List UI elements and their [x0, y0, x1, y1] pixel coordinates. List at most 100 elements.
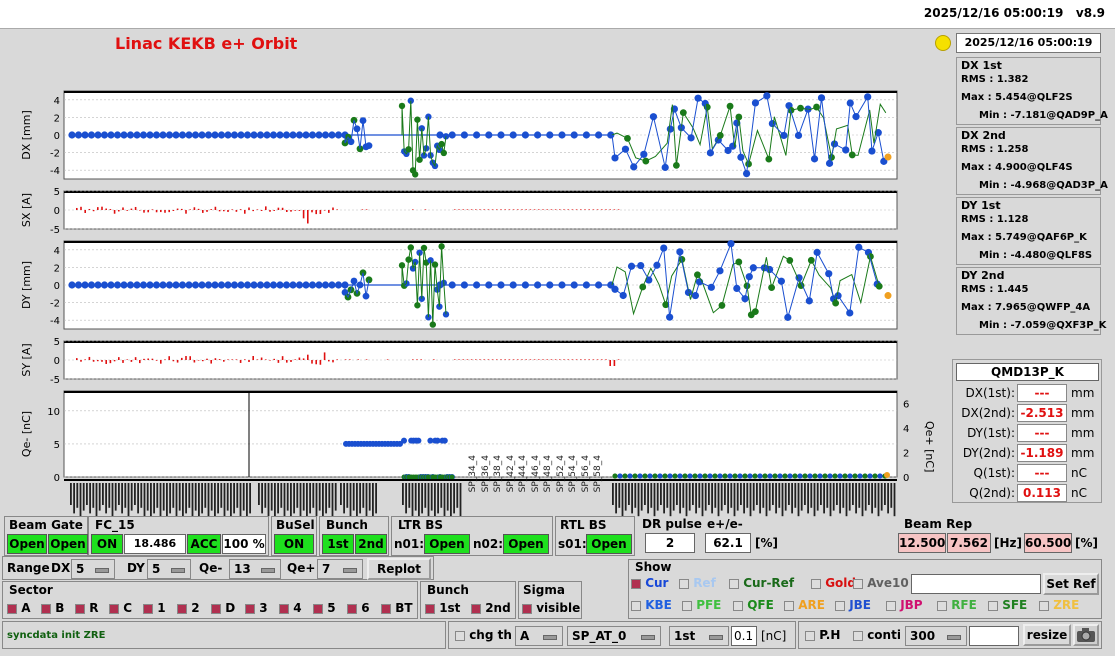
beam-gate-open-2[interactable]: Open	[48, 534, 88, 554]
show-check-gold[interactable]: Gold	[811, 576, 856, 590]
show-check-are[interactable]: ARE	[784, 598, 825, 612]
sector-checkbox[interactable]	[381, 603, 391, 614]
conti-checkbox[interactable]	[853, 630, 863, 641]
chg-th-check[interactable]: chg th	[455, 628, 512, 642]
sector-check-B[interactable]: B	[41, 601, 64, 615]
conti-check[interactable]: conti	[853, 628, 901, 642]
show-check-sfe[interactable]: SFE	[988, 598, 1027, 612]
sector-checkbox[interactable]	[347, 603, 357, 614]
show-checkbox[interactable]	[853, 578, 863, 589]
sigma-visible-check[interactable]: visible	[522, 601, 580, 615]
show-check-rfe[interactable]: RFE	[937, 598, 977, 612]
x-tick-mark	[836, 483, 838, 505]
show-checkbox[interactable]	[1039, 600, 1049, 611]
monitor-row-label: Q(1st):	[973, 466, 1015, 480]
show-checkbox[interactable]	[679, 578, 689, 589]
bunch-1st-checkbox[interactable]	[425, 603, 435, 614]
sector-checkbox[interactable]	[279, 603, 289, 614]
bunch-1st-check[interactable]: 1st	[425, 601, 460, 615]
sector-checkbox[interactable]	[109, 603, 119, 614]
show-check-pfe[interactable]: PFE	[682, 598, 721, 612]
x-tick-mark	[140, 483, 143, 508]
show-check-ref[interactable]: Ref	[679, 576, 716, 590]
sector-check-D[interactable]: D	[211, 601, 235, 615]
bunch-1st-button[interactable]: 1st	[322, 534, 354, 554]
sector-check-6[interactable]: 6	[347, 601, 370, 615]
show-checkbox[interactable]	[631, 600, 641, 611]
range-dy-select[interactable]: 5	[147, 559, 191, 579]
s01-open-button[interactable]: Open	[586, 534, 632, 554]
show-check-zre[interactable]: ZRE	[1039, 598, 1079, 612]
show-checkbox[interactable]	[784, 600, 794, 611]
x-tick-mark	[775, 483, 777, 514]
set-ref-button[interactable]: Set Ref	[1043, 573, 1099, 595]
show-check-cur[interactable]: Cur	[631, 576, 668, 590]
show-check-cur-ref[interactable]: Cur-Ref	[729, 576, 794, 590]
show-text-field[interactable]	[911, 574, 1041, 594]
chg-th-checkbox[interactable]	[455, 630, 465, 641]
sector-check-A[interactable]: A	[7, 601, 30, 615]
show-checkbox[interactable]	[886, 600, 896, 611]
sector-checkbox[interactable]	[313, 603, 323, 614]
show-check-jbe[interactable]: JBE	[835, 598, 871, 612]
bunch-2nd-check[interactable]: 2nd	[471, 601, 511, 615]
chg-th-sector-select[interactable]: A	[515, 626, 563, 646]
show-checkbox[interactable]	[835, 600, 845, 611]
sector-check-BT[interactable]: BT	[381, 601, 413, 615]
sector-check-2[interactable]: 2	[177, 601, 200, 615]
show-check-qfe[interactable]: QFE	[733, 598, 774, 612]
conti-count-select[interactable]: 300	[905, 626, 967, 646]
range-qe-select[interactable]: 13	[229, 559, 281, 579]
show-check-ave10[interactable]: Ave10	[853, 576, 909, 590]
x-tick-mark	[286, 483, 289, 511]
sigma-visible-checkbox[interactable]	[522, 603, 532, 614]
sector-checkbox[interactable]	[41, 603, 51, 614]
busel-on-button[interactable]: ON	[274, 534, 314, 554]
sector-check-R[interactable]: R	[75, 601, 98, 615]
sector-check-4[interactable]: 4	[279, 601, 302, 615]
data-point	[534, 281, 542, 289]
fc15-acc-button[interactable]: ACC	[187, 534, 221, 554]
corrector-bar	[470, 359, 473, 360]
chg-th-bunch-select[interactable]: 1st	[669, 626, 729, 646]
n02-open-button[interactable]: Open	[503, 534, 549, 554]
replot-button[interactable]: Replot	[367, 558, 431, 580]
sector-checkbox[interactable]	[75, 603, 85, 614]
ph-check[interactable]: P.H	[805, 628, 840, 642]
sector-checkbox[interactable]	[245, 603, 255, 614]
show-checkbox[interactable]	[682, 600, 692, 611]
camera-icon[interactable]	[1073, 624, 1099, 646]
show-checkbox[interactable]	[733, 600, 743, 611]
show-checkbox[interactable]	[988, 600, 998, 611]
show-check-kbe[interactable]: KBE	[631, 598, 672, 612]
sector-checkbox[interactable]	[211, 603, 221, 614]
sector-checkbox[interactable]	[177, 603, 187, 614]
sector-check-1[interactable]: 1	[143, 601, 166, 615]
show-checkbox[interactable]	[729, 578, 739, 589]
conti-input[interactable]	[969, 626, 1019, 646]
bunch-2nd-checkbox[interactable]	[471, 603, 481, 614]
range-qp-select[interactable]: 7	[317, 559, 363, 579]
chg-th-monitor-select[interactable]: SP_AT_0	[567, 626, 661, 646]
resize-button[interactable]: resize	[1023, 624, 1071, 646]
x-tick-mark	[156, 483, 159, 508]
sector-check-5[interactable]: 5	[313, 601, 336, 615]
corrector-bar	[386, 359, 389, 360]
ph-checkbox[interactable]	[805, 630, 815, 641]
sector-check-C[interactable]: C	[109, 601, 132, 615]
beam-gate-open-1[interactable]: Open	[7, 534, 47, 554]
chg-th-threshold-input[interactable]: 0.1	[731, 626, 757, 646]
sector-checkbox[interactable]	[7, 603, 17, 614]
data-point	[647, 473, 653, 479]
corrector-bar	[571, 209, 574, 210]
bunch-2nd-button[interactable]: 2nd	[355, 534, 387, 554]
show-checkbox[interactable]	[937, 600, 947, 611]
show-checkbox[interactable]	[811, 578, 821, 589]
sector-checkbox[interactable]	[143, 603, 153, 614]
sector-check-3[interactable]: 3	[245, 601, 268, 615]
range-dx-select[interactable]: 5	[71, 559, 115, 579]
show-checkbox[interactable]	[631, 578, 641, 589]
n01-open-button[interactable]: Open	[424, 534, 470, 554]
show-check-jbp[interactable]: JBP	[886, 598, 923, 612]
fc15-on-button[interactable]: ON	[91, 534, 123, 554]
